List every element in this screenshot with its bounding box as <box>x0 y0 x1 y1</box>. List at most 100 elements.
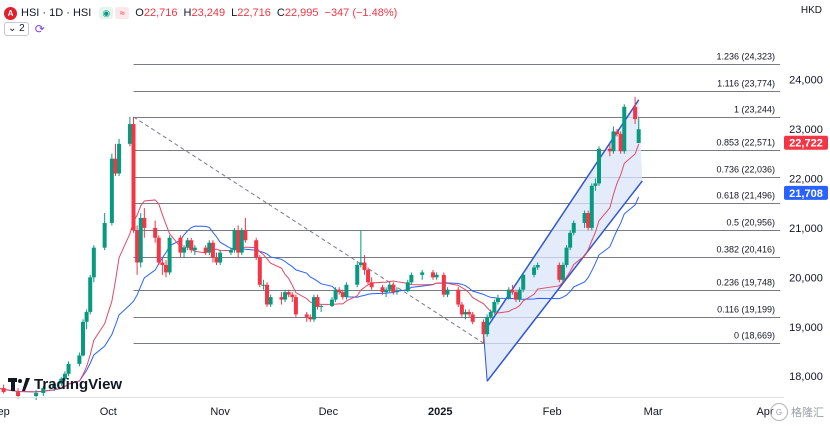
eye-icon[interactable]: ◉ <box>99 7 114 19</box>
candle-body <box>589 185 594 228</box>
candle-body <box>88 277 93 312</box>
fib-level-label: 0 (18,669) <box>734 331 775 341</box>
candle-body <box>80 321 85 356</box>
candle-body <box>319 306 324 308</box>
candle-body <box>236 230 241 253</box>
fib-level-label: 0.736 (22,036) <box>716 165 775 175</box>
indicator-count: 2 <box>19 23 25 34</box>
candle-body <box>290 294 295 298</box>
candle-body <box>488 311 493 317</box>
candle-body <box>535 264 540 268</box>
fib-level-label: 0.116 (19,199) <box>717 305 775 315</box>
fib-level-label: 0.236 (19,748) <box>716 278 775 288</box>
candle-body <box>456 289 461 305</box>
candle-body <box>265 284 270 305</box>
wave-icon[interactable]: ≈ <box>115 7 130 19</box>
candle-body <box>167 237 172 273</box>
brand-name: TradingView <box>34 376 123 393</box>
x-tick-label: Feb <box>543 406 562 418</box>
candle-body <box>441 274 446 295</box>
candle-body <box>311 297 316 320</box>
cycle-icon[interactable]: ⟳ <box>34 22 45 36</box>
candle-body <box>315 297 320 307</box>
candle-body <box>77 355 82 364</box>
candle-body <box>571 222 576 233</box>
candle-body <box>593 183 598 186</box>
symbol-label[interactable]: HSI · 1D · HSI <box>21 7 92 19</box>
candle-body <box>207 242 212 253</box>
candle-body <box>337 289 342 293</box>
candle-body <box>514 292 519 300</box>
candle-body <box>510 289 515 293</box>
x-tick-label: Oct <box>100 406 117 418</box>
candle-body <box>135 230 140 263</box>
x-tick-label: 2025 <box>428 406 452 418</box>
candle-body <box>564 247 569 265</box>
candle-body <box>362 262 367 270</box>
candle-body <box>163 264 168 273</box>
watermark-text: 格隆汇 <box>791 407 824 419</box>
low-value: L22,716 <box>231 7 271 19</box>
candle-body <box>239 230 244 253</box>
candle-body <box>261 284 266 286</box>
indicator-toggle[interactable]: ⌄ 2 <box>4 22 29 36</box>
candle-body <box>431 272 436 278</box>
candle-body <box>470 314 475 322</box>
candle-body <box>243 230 248 241</box>
candle-body <box>459 304 464 315</box>
y-tick-label: 22,000 <box>789 173 823 185</box>
candle-body <box>394 291 399 293</box>
tradingview-brand: TradingView <box>8 376 122 393</box>
candle-body <box>156 237 161 263</box>
candle-body <box>485 316 490 335</box>
candle-body <box>138 218 143 263</box>
y-tick-label: 24,000 <box>789 75 823 87</box>
candle-body <box>506 289 511 299</box>
candle-body <box>113 158 118 174</box>
candle-body <box>481 321 486 335</box>
channel-left-edge <box>483 332 488 382</box>
currency-label[interactable]: HKD <box>800 5 822 16</box>
candle-body <box>210 242 215 258</box>
candle-body <box>532 267 537 275</box>
candle-body <box>597 148 602 184</box>
candle-body <box>257 257 262 285</box>
candle-body <box>218 252 223 263</box>
fib-level-label: 0.5 (20,956) <box>726 218 775 228</box>
candle-body <box>387 284 392 290</box>
candle-body <box>633 106 638 120</box>
candle-body <box>52 383 57 389</box>
candle-body <box>434 274 439 278</box>
candle-body <box>308 316 313 320</box>
fib-level-label: 1.236 (24,323) <box>716 52 775 62</box>
candle-body <box>557 264 562 280</box>
candle-body <box>405 282 410 292</box>
candle-body <box>340 292 345 298</box>
price-axis-bg <box>784 0 830 427</box>
candle-body <box>344 284 349 298</box>
candle-body <box>41 388 46 394</box>
candle-body <box>214 257 219 263</box>
watermark-logo-icon: G <box>770 403 788 421</box>
indicator-row: ⌄ 2 ⟳ <box>4 22 45 36</box>
candle-body <box>16 392 21 396</box>
price-tag-label: 21,708 <box>789 188 823 200</box>
candle-body <box>153 227 158 238</box>
fib-level-label: 1 (23,244) <box>734 105 775 115</box>
candle-body <box>611 131 616 152</box>
candle-body <box>109 158 114 223</box>
candle-body <box>568 232 573 248</box>
candle-body <box>84 311 89 322</box>
candle-body <box>586 213 591 228</box>
candle-body <box>91 247 96 278</box>
watermark: G 格隆汇 <box>770 403 824 421</box>
y-tick-label: 19,000 <box>789 322 823 334</box>
candle-body <box>521 274 526 290</box>
candle-body <box>185 240 190 248</box>
y-tick-label: 23,000 <box>789 124 823 136</box>
candle-body <box>283 292 288 300</box>
candle-body <box>286 292 291 295</box>
high-value: H23,249 <box>183 7 226 19</box>
candle-body <box>192 247 197 251</box>
